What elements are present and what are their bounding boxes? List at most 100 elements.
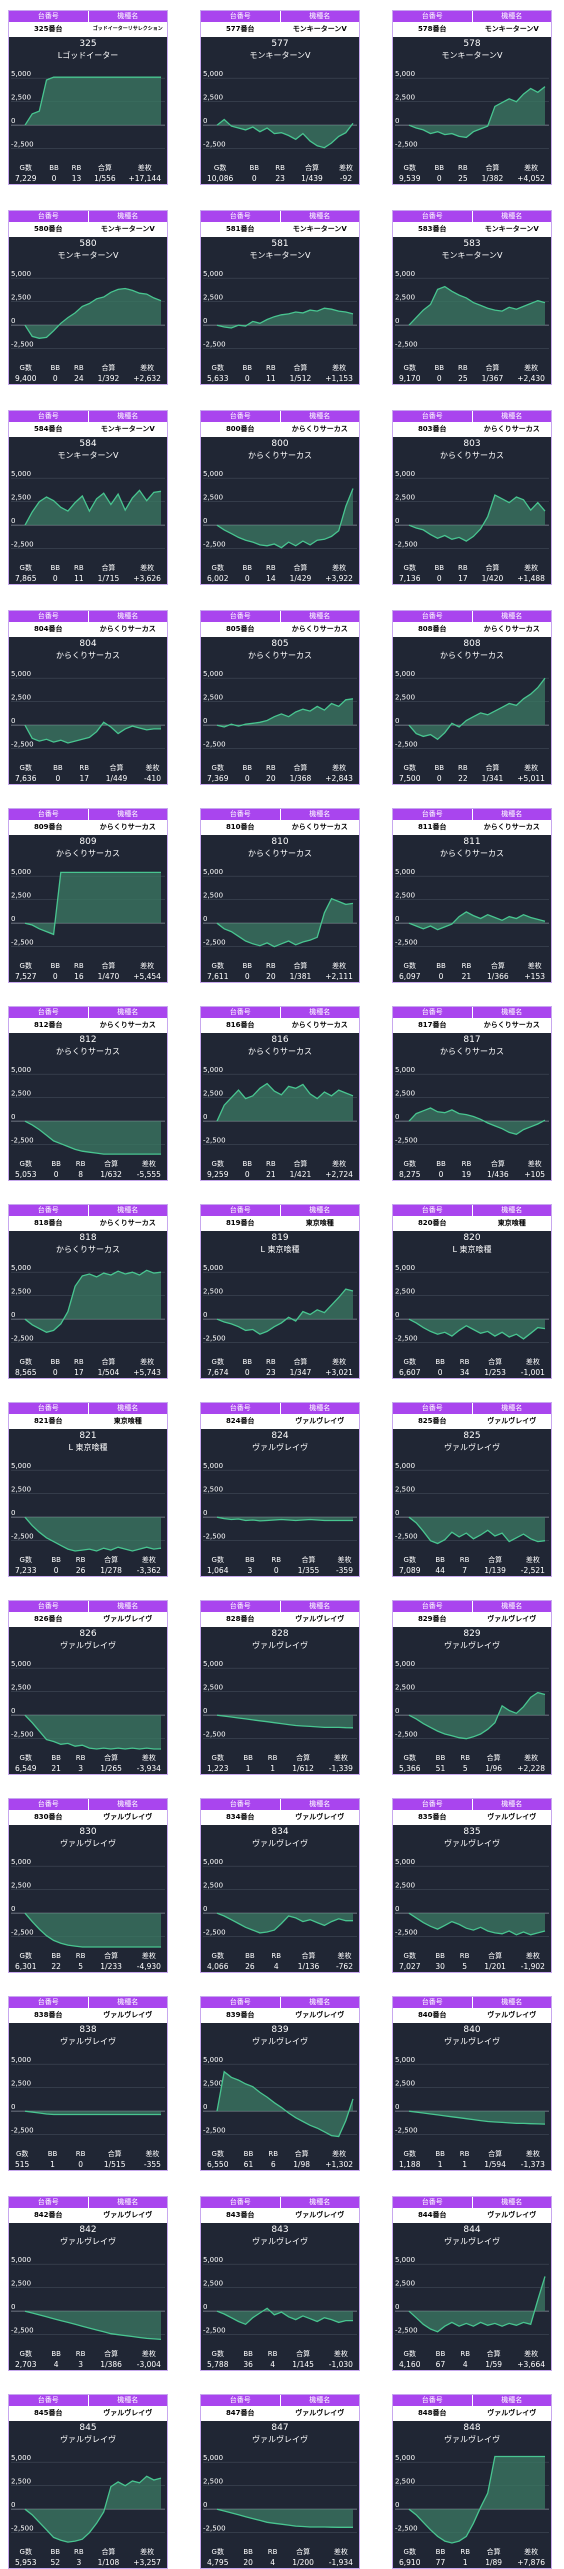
diff-label: 差枚 xyxy=(141,1160,156,1168)
machine-card[interactable]: 台番号 819番台 機種名 東京喰種 819 L 東京喰種 5,000 2,500… xyxy=(200,1204,360,1379)
model-label: 機種名 xyxy=(472,809,551,820)
machine-card[interactable]: 台番号 581番台 機種名 モンキーターンV 581 モンキーターンV 5,00… xyxy=(200,210,360,385)
machine-card[interactable]: 台番号 580番台 機種名 モンキーターンV 580 モンキーターンV 5,00… xyxy=(8,210,168,385)
machine-no-value: 578番台 xyxy=(393,22,472,37)
series-line xyxy=(24,1516,162,1552)
machine-card[interactable]: 台番号 810番台 機種名 からくりサーカス 810 からくりサーカス 5,00… xyxy=(200,808,360,983)
machine-no-label: 台番号 xyxy=(201,2395,280,2406)
machine-card[interactable]: 台番号 835番台 機種名 ヴァルヴレイヴ 835 ヴァルヴレイヴ 5,000 2… xyxy=(392,1798,552,1973)
series-area xyxy=(217,698,353,727)
chart-svg: 5,000 2,500 0 -2,500 xyxy=(11,2454,165,2543)
rb-label: RB xyxy=(75,2150,86,2158)
diff-label: 差枚 xyxy=(333,2548,348,2556)
tick-label: 2,500 xyxy=(11,94,31,102)
tick-label: 5,000 xyxy=(395,2256,415,2264)
machine-card[interactable]: 台番号 820番台 機種名 東京喰種 820 L 東京喰種 5,000 2,500… xyxy=(392,1204,552,1379)
series-area xyxy=(409,1692,545,1739)
model-value: ヴァルヴレイヴ xyxy=(88,2008,167,2023)
diff-value: -3,004 xyxy=(136,2360,161,2369)
model-label: 機種名 xyxy=(472,1007,551,1018)
machine-card[interactable]: 台番号 834番台 機種名 ヴァルヴレイヴ 834 ヴァルヴレイヴ 5,000 2… xyxy=(200,1798,360,1973)
bb-label: BB xyxy=(50,564,61,572)
machine-card[interactable]: 台番号 818番台 機種名 からくりサーカス 818 からくりサーカス 5,00… xyxy=(8,1204,168,1379)
machine-card[interactable]: 台番号 840番台 機種名 ヴァルヴレイヴ 840 ヴァルヴレイヴ 5,000 2… xyxy=(392,1996,552,2171)
machine-number: 811 xyxy=(463,837,481,847)
series-area xyxy=(409,1517,545,1544)
rb-value: 17 xyxy=(458,574,468,583)
machine-no-label: 台番号 xyxy=(393,1601,472,1612)
machine-card[interactable]: 台番号 811番台 機種名 からくりサーカス 811 からくりサーカス 5,00… xyxy=(392,808,552,983)
machine-card[interactable]: 台番号 583番台 機種名 モンキーターンV 583 モンキーターンV 5,00… xyxy=(392,210,552,385)
tick-label: 5,000 xyxy=(203,868,223,876)
machine-card[interactable]: 台番号 829番台 機種名 ヴァルヴレイヴ 829 ヴァルヴレイヴ 5,000 2… xyxy=(392,1600,552,1775)
card-header: 台番号 325番台 機種名 ゴッドイーターリサレクション xyxy=(9,11,167,37)
machine-card[interactable]: 台番号 577番台 機種名 モンキーターンV 577 モンキーターンV 5,00… xyxy=(200,10,360,185)
machine-card[interactable]: 台番号 842番台 機種名 ヴァルヴレイヴ 842 ヴァルヴレイヴ 5,000 2… xyxy=(8,2196,168,2371)
machine-model-name: からくりサーカス xyxy=(440,651,504,660)
total-label: 合算 xyxy=(104,1160,119,1168)
machine-card[interactable]: 台番号 825番台 機種名 ヴァルヴレイヴ 825 ヴァルヴレイヴ 5,000 2… xyxy=(392,1402,552,1577)
machine-card[interactable]: 台番号 584番台 機種名 モンキーターンV 584 モンキーターンV 5,00… xyxy=(8,410,168,585)
model-label: 機種名 xyxy=(280,1997,359,2008)
bb-stat: BB 26 xyxy=(245,1951,255,1972)
machine-card[interactable]: 台番号 805番台 機種名 からくりサーカス 805 からくりサーカス 5,00… xyxy=(200,610,360,785)
machine-card[interactable]: 台番号 578番台 機種名 モンキーターンV 578 モンキーターンV 5,00… xyxy=(392,10,552,185)
machine-card[interactable]: 台番号 817番台 機種名 からくりサーカス 817 からくりサーカス 5,00… xyxy=(392,1006,552,1181)
total-label: 合算 xyxy=(104,1754,119,1762)
machine-card[interactable]: 台番号 800番台 機種名 からくりサーカス 800 からくりサーカス 5,00… xyxy=(200,410,360,585)
machine-no-value: 805番台 xyxy=(201,622,280,637)
machine-card[interactable]: 台番号 844番台 機種名 ヴァルヴレイヴ 844 ヴァルヴレイヴ 5,000 2… xyxy=(392,2196,552,2371)
machine-card[interactable]: 台番号 826番台 機種名 ヴァルヴレイヴ 826 ヴァルヴレイヴ 5,000 2… xyxy=(8,1600,168,1775)
bb-label: BB xyxy=(435,2548,446,2556)
model-value: からくりサーカス xyxy=(280,820,359,835)
games-label: G数 xyxy=(211,2150,224,2158)
machine-card[interactable]: 台番号 804番台 機種名 からくりサーカス 804 からくりサーカス 5,00… xyxy=(8,610,168,785)
series-line xyxy=(408,2276,546,2333)
rb-value: 6 xyxy=(270,2160,276,2169)
total-value: 1/515 xyxy=(103,2160,126,2169)
machine-card[interactable]: 台番号 816番台 機種名 からくりサーカス 816 からくりサーカス 5,00… xyxy=(200,1006,360,1181)
total-stat: 合算 1/470 xyxy=(98,961,120,982)
machine-card[interactable]: 台番号 828番台 機種名 ヴァルヴレイヴ 828 ヴァルヴレイヴ 5,000 2… xyxy=(200,1600,360,1775)
rb-stat: RB 3 xyxy=(74,2547,84,2568)
machine-no-column: 台番号 580番台 xyxy=(9,211,89,237)
total-label: 合算 xyxy=(294,2150,309,2158)
machine-card[interactable]: 台番号 808番台 機種名 からくりサーカス 808 からくりサーカス 5,00… xyxy=(392,610,552,785)
bb-label: BB xyxy=(435,1358,445,1366)
machine-no-column: 台番号 826番台 xyxy=(9,1601,89,1627)
rb-value: 24 xyxy=(74,374,84,383)
machine-card[interactable]: 台番号 843番台 機種名 ヴァルヴレイヴ 843 ヴァルヴレイヴ 5,000 2… xyxy=(200,2196,360,2371)
tick-label: 2,500 xyxy=(395,494,415,502)
machine-card[interactable]: 台番号 847番台 機種名 ヴァルヴレイヴ 847 ヴァルヴレイヴ 5,000 2… xyxy=(200,2394,360,2569)
machine-card[interactable]: 台番号 824番台 機種名 ヴァルヴレイヴ 824 ヴァルヴレイヴ 5,000 2… xyxy=(200,1402,360,1577)
machine-card[interactable]: 台番号 845番台 機種名 ヴァルヴレイヴ 845 ヴァルヴレイヴ 5,000 2… xyxy=(8,2394,168,2569)
bb-value: 0 xyxy=(51,174,57,183)
machine-no-column: 台番号 829番台 xyxy=(393,1601,473,1627)
machine-no-label: 台番号 xyxy=(9,1403,88,1414)
bb-label: BB xyxy=(435,1556,445,1564)
total-value: 1/201 xyxy=(484,1962,506,1971)
machine-number: 828 xyxy=(271,1629,289,1639)
tick-label: -2,500 xyxy=(203,2327,226,2335)
tick-label: 5,000 xyxy=(395,70,415,78)
machine-card[interactable]: 台番号 325番台 機種名 ゴッドイーターリサレクション 325 Lゴッドイータ… xyxy=(8,10,168,185)
machine-card[interactable]: 台番号 809番台 機種名 からくりサーカス 809 からくりサーカス 5,00… xyxy=(8,808,168,983)
diff-stat: 差枚 -2,521 xyxy=(521,1555,545,1576)
diff-value: -1,902 xyxy=(520,1962,545,1971)
games-label: G数 xyxy=(211,2350,224,2358)
total-value: 1/449 xyxy=(105,774,128,783)
bb-label: BB xyxy=(51,1754,61,1762)
machine-card[interactable]: 台番号 821番台 機種名 東京喰種 821 L 東京喰種 5,000 2,500… xyxy=(8,1402,168,1577)
machine-card[interactable]: 台番号 830番台 機種名 ヴァルヴレイヴ 830 ヴァルヴレイヴ 5,000 2… xyxy=(8,1798,168,1973)
machine-card[interactable]: 台番号 812番台 機種名 からくりサーカス 812 からくりサーカス 5,00… xyxy=(8,1006,168,1181)
machine-card[interactable]: 台番号 838番台 機種名 ヴァルヴレイヴ 838 ヴァルヴレイヴ 5,000 2… xyxy=(8,1996,168,2171)
machine-no-label: 台番号 xyxy=(201,211,280,222)
games-label: G数 xyxy=(403,2350,416,2358)
machine-card[interactable]: 台番号 839番台 機種名 ヴァルヴレイヴ 839 ヴァルヴレイヴ 5,000 2… xyxy=(200,1996,360,2171)
rb-stat: RB 17 xyxy=(74,1357,84,1378)
series-line xyxy=(24,721,161,744)
games-stat: G数 8,275 xyxy=(399,1159,420,1180)
machine-card[interactable]: 台番号 803番台 機種名 からくりサーカス 803 からくりサーカス 5,00… xyxy=(392,410,552,585)
machine-number: 812 xyxy=(79,1035,97,1045)
machine-card[interactable]: 台番号 848番台 機種名 ヴァルヴレイヴ 848 ヴァルヴレイヴ 5,000 2… xyxy=(392,2394,552,2569)
